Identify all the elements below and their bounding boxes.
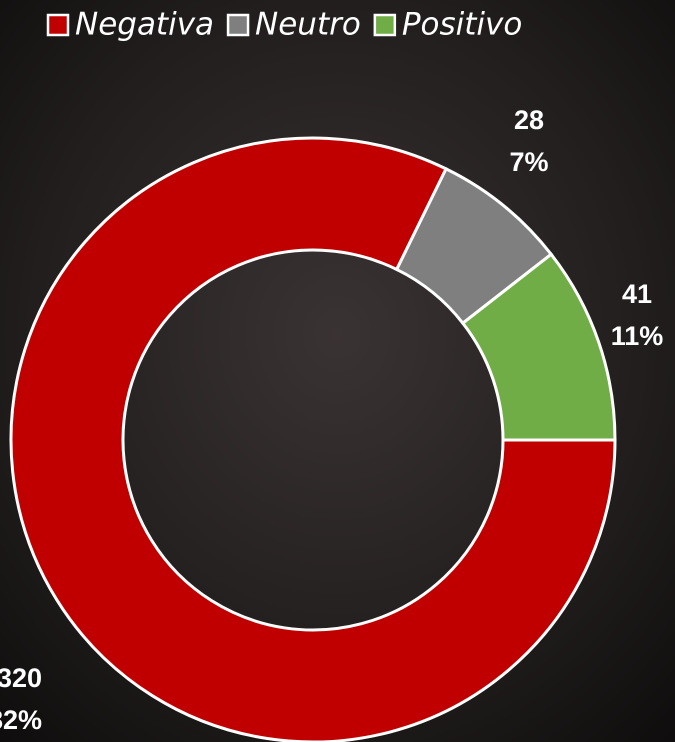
legend-label: Negativa — [75, 7, 214, 43]
legend: Negativa Neutro Positivo — [48, 7, 522, 43]
legend-swatch — [228, 15, 248, 35]
legend-swatch — [48, 15, 68, 35]
data-label-percent: 11% — [611, 321, 664, 351]
data-label-value: 320 — [0, 663, 42, 693]
data-label-value: 41 — [622, 279, 652, 309]
legend-swatch — [375, 15, 395, 35]
chart: 320 82% 28 7% 41 11% Negativa Neutro Positivo — [0, 0, 675, 742]
data-label-percent: 7% — [509, 147, 548, 177]
data-label-percent: 82% — [0, 705, 42, 735]
legend-label: Neutro — [255, 7, 361, 43]
legend-label: Positivo — [402, 7, 523, 43]
data-label-value: 28 — [514, 105, 544, 135]
